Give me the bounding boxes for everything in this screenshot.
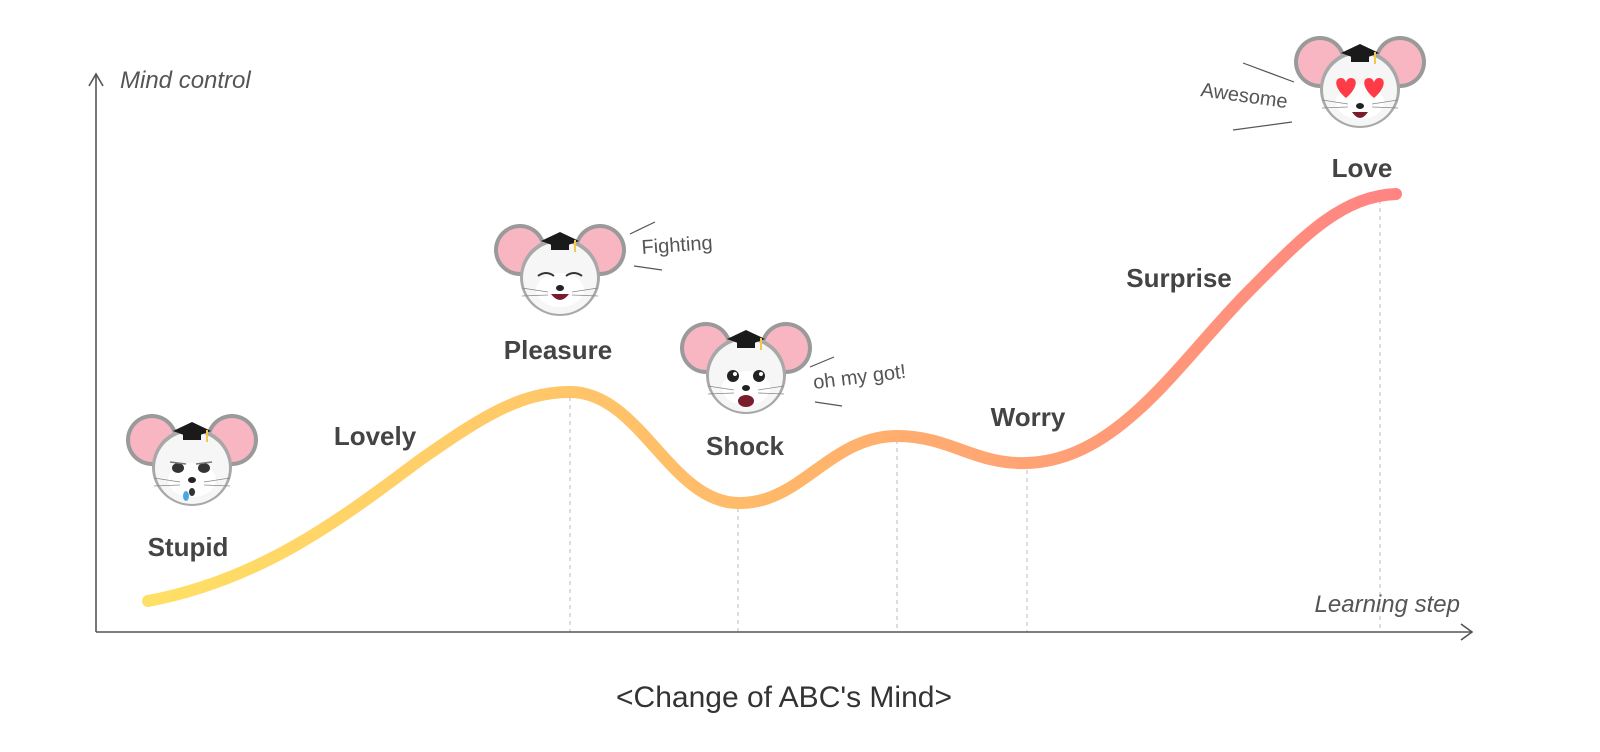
shocked-mouse-icon bbox=[679, 321, 813, 415]
speech-fighting: Fighting bbox=[629, 221, 714, 271]
stage-label-stupid: Stupid bbox=[148, 532, 229, 562]
speech-fighting-text: Fighting bbox=[641, 232, 714, 259]
speech-awesome: Awesome bbox=[1199, 62, 1295, 131]
x-axis bbox=[96, 623, 1474, 641]
crying-mouse-icon bbox=[125, 413, 259, 507]
stage-label-lovely: Lovely bbox=[334, 421, 417, 451]
laughing-mouse-icon bbox=[493, 223, 627, 317]
diagram-caption: <Change of ABC's Mind> bbox=[616, 681, 952, 714]
stage-label-shock: Shock bbox=[706, 431, 785, 461]
heart-eyes-mouse-icon bbox=[1293, 35, 1427, 129]
speech-shock: oh my got! bbox=[809, 356, 907, 407]
speech-awesome-text: Awesome bbox=[1199, 79, 1289, 113]
mind-curve bbox=[142, 188, 1402, 607]
speech-shock-text: oh my got! bbox=[812, 361, 907, 394]
y-axis bbox=[88, 72, 104, 632]
stage-label-worry: Worry bbox=[991, 402, 1066, 432]
guide-lines bbox=[569, 200, 1381, 632]
x-axis-label: Learning step bbox=[1315, 591, 1460, 618]
stage-label-pleasure: Pleasure bbox=[504, 335, 612, 365]
y-axis-label: Mind control bbox=[120, 67, 251, 94]
stage-label-love: Love bbox=[1332, 153, 1393, 183]
stage-label-surprise: Surprise bbox=[1126, 263, 1232, 293]
